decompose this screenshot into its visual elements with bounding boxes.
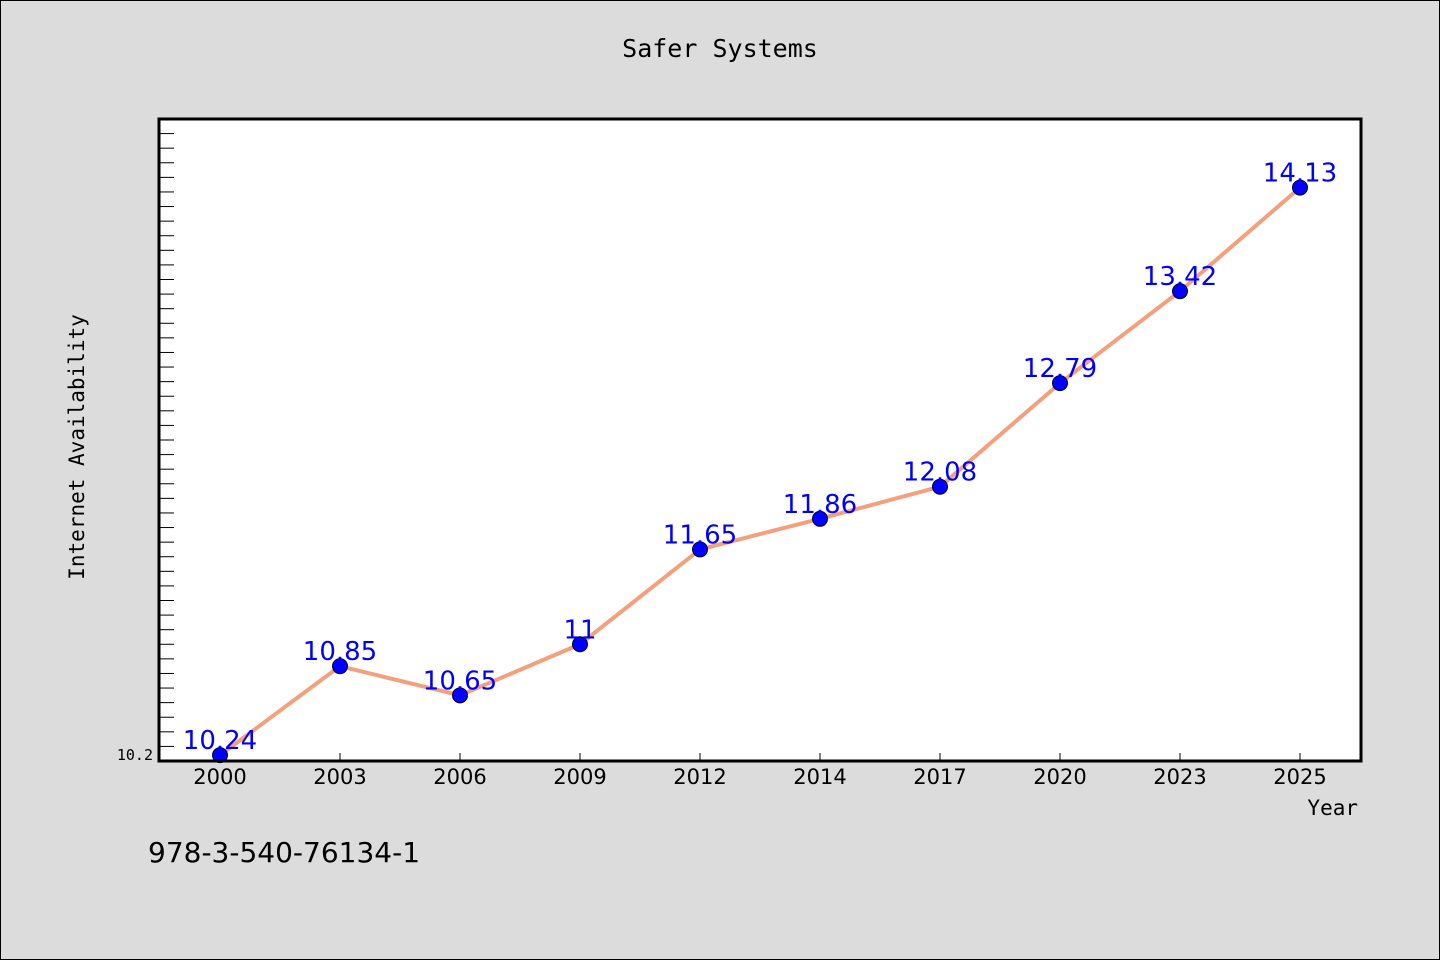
y-tick-label: 10.2 <box>117 746 153 764</box>
x-tick-label: 2014 <box>793 765 846 789</box>
data-point <box>1052 375 1068 392</box>
plot-border <box>157 117 1363 763</box>
data-point <box>812 510 828 527</box>
x-tick-label: 2009 <box>553 765 606 789</box>
data-point <box>212 747 228 764</box>
data-point <box>1292 179 1308 196</box>
series-line <box>218 185 1302 758</box>
x-tick-label: 2025 <box>1273 765 1326 789</box>
data-point <box>932 478 948 495</box>
x-tick-label: 2020 <box>1033 765 1086 789</box>
data-label: 11.65 <box>663 520 737 550</box>
plot-area <box>159 119 1361 761</box>
data-label: 10.65 <box>423 666 497 696</box>
data-point <box>572 636 588 653</box>
x-tick-label: 2006 <box>433 765 486 789</box>
x-axis-label: Year <box>1307 796 1358 820</box>
data-label: 11 <box>563 615 596 645</box>
data-label: 11.86 <box>783 490 857 520</box>
data-label: 12.08 <box>903 458 977 488</box>
data-point <box>1172 283 1188 300</box>
x-tick-label: 2017 <box>913 765 966 789</box>
data-point <box>332 658 348 675</box>
isbn-text: 978-3-540-76134-1 <box>148 836 421 869</box>
data-label: 12.79 <box>1023 354 1097 384</box>
chart-title: Safer Systems <box>622 34 818 63</box>
data-label: 13.42 <box>1143 262 1217 292</box>
data-point <box>692 541 708 558</box>
data-label: 10.85 <box>303 637 377 667</box>
x-tick-label: 2000 <box>193 765 246 789</box>
data-label: 10.24 <box>183 726 257 756</box>
x-tick-label: 2023 <box>1153 765 1206 789</box>
x-tick-label: 2003 <box>313 765 366 789</box>
x-tick-label: 2012 <box>673 765 726 789</box>
data-point <box>452 687 468 704</box>
data-label: 14.13 <box>1263 159 1337 189</box>
